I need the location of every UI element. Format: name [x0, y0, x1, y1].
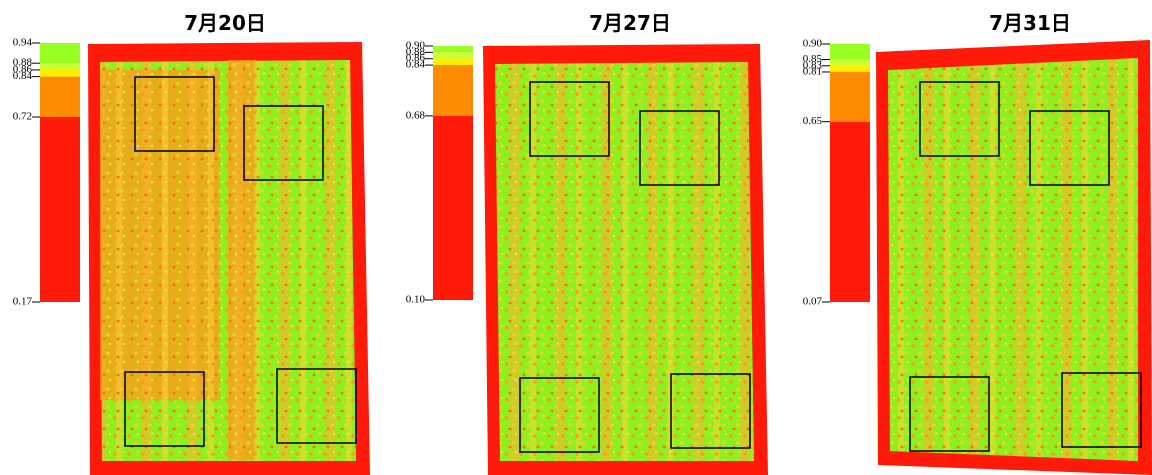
- scale-label: 0.90: [803, 38, 823, 50]
- scale-segment: [40, 77, 80, 117]
- map-speckle: [100, 60, 356, 461]
- scale-segment: [830, 44, 870, 60]
- map-speckle: [888, 58, 1138, 461]
- scale-label: 0.84: [406, 59, 426, 71]
- panel-title: 7月27日: [589, 11, 671, 35]
- scale-segment: [830, 60, 870, 66]
- scale-segment: [830, 122, 870, 302]
- figure: 7月20日0.940.880.860.840.720.177月27日0.900.…: [0, 0, 1152, 475]
- scale-segment: [433, 52, 473, 58]
- scale-label: 0.72: [13, 111, 32, 123]
- scale-segment: [40, 70, 80, 77]
- panel-title: 7月31日: [989, 11, 1071, 35]
- scale-segment: [433, 59, 473, 65]
- scale-label: 0.94: [13, 37, 33, 49]
- scale-label: 0.68: [406, 109, 426, 121]
- scale-label: 0.65: [803, 115, 823, 127]
- scale-segment: [830, 72, 870, 122]
- panel-title: 7月20日: [184, 11, 266, 35]
- scale-segment: [433, 46, 473, 52]
- scale-segment: [40, 43, 80, 63]
- scale-label: 0.84: [13, 70, 33, 82]
- map-speckle: [495, 62, 754, 461]
- scale-segment: [40, 117, 80, 302]
- scale-label: 0.81: [803, 66, 822, 78]
- scale-segment: [40, 63, 80, 70]
- scale-segment: [433, 65, 473, 116]
- scale-label: 0.10: [406, 294, 426, 306]
- scale-segment: [830, 66, 870, 72]
- scale-label: 0.07: [803, 296, 823, 308]
- scale-label: 0.17: [13, 296, 33, 308]
- scale-segment: [433, 116, 473, 300]
